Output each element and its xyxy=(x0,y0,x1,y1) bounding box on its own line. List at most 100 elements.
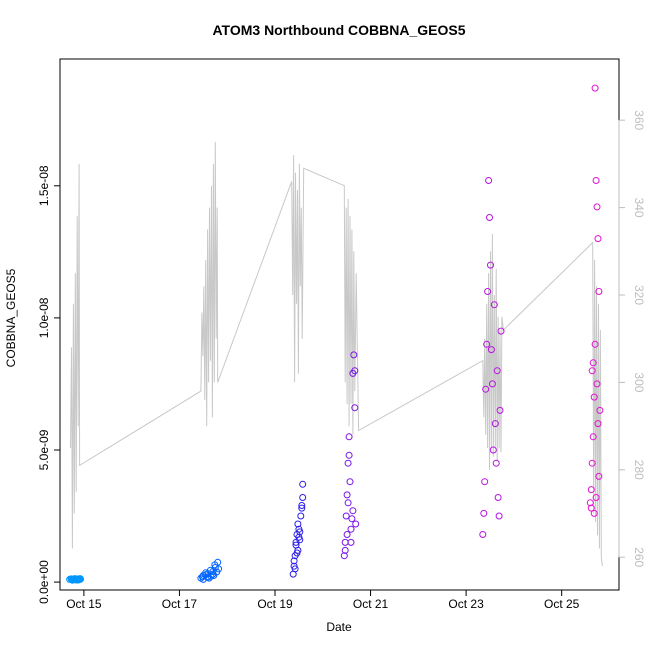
data-point xyxy=(211,561,219,569)
data-point xyxy=(349,507,357,515)
series-line-right-axis xyxy=(70,141,603,567)
data-point xyxy=(587,486,595,494)
data-point xyxy=(297,512,305,520)
data-point xyxy=(485,177,493,184)
x-axis-label: Date xyxy=(326,620,352,634)
data-point xyxy=(345,433,353,441)
data-point xyxy=(294,520,302,528)
data-point xyxy=(344,499,352,507)
x-tick-label: Oct 23 xyxy=(448,597,484,611)
chart-title: ATOM3 Northbound COBBNA_GEOS5 xyxy=(212,22,465,38)
data-point xyxy=(479,531,487,538)
y-axis-label: COBBNA_GEOS5 xyxy=(4,268,18,367)
y2-tick-label: 340 xyxy=(632,198,646,218)
y-tick-label: 5.0e-09 xyxy=(37,429,51,470)
data-point xyxy=(595,288,603,295)
data-point xyxy=(594,420,602,428)
data-point xyxy=(595,472,603,480)
data-point xyxy=(495,512,503,520)
y-tick-label: 1.5e-08 xyxy=(37,165,51,206)
data-point xyxy=(198,573,206,581)
data-point xyxy=(591,340,599,348)
data-point xyxy=(299,480,307,488)
data-point xyxy=(292,538,300,546)
data-point xyxy=(492,459,500,467)
y-tick-label: 1.0e-08 xyxy=(37,297,51,338)
data-point xyxy=(586,499,594,507)
data-point xyxy=(298,502,306,509)
data-point xyxy=(298,504,306,512)
y2-tick-label: 260 xyxy=(632,547,646,567)
plot-frame xyxy=(59,58,620,591)
series-layer xyxy=(66,84,604,584)
data-point xyxy=(350,351,358,359)
x-tick-label: Oct 19 xyxy=(257,597,293,611)
data-point xyxy=(593,380,601,388)
data-point xyxy=(352,520,360,528)
data-point xyxy=(487,346,495,354)
data-point xyxy=(346,478,354,486)
axes-layer: Oct 15 Oct 17 Oct 19 Oct 21 Oct 23 Oct 25 0.0e… xyxy=(37,110,646,611)
data-point xyxy=(340,552,348,560)
data-point xyxy=(293,549,301,557)
data-point xyxy=(351,404,359,412)
data-point xyxy=(347,538,355,546)
data-point xyxy=(210,572,218,579)
data-point xyxy=(587,504,595,512)
data-point xyxy=(348,515,356,523)
data-point xyxy=(488,380,496,388)
data-point xyxy=(483,340,491,348)
data-point xyxy=(594,235,602,243)
data-point xyxy=(299,494,307,501)
data-point xyxy=(590,509,598,517)
data-point xyxy=(486,214,493,221)
data-point xyxy=(588,367,596,375)
data-point xyxy=(490,301,498,309)
data-point xyxy=(347,525,355,533)
data-point xyxy=(345,451,353,459)
y2-tick-label: 360 xyxy=(632,110,646,130)
y2-tick-label: 320 xyxy=(632,285,646,305)
data-point xyxy=(351,367,359,375)
data-point xyxy=(342,512,350,520)
data-point xyxy=(494,494,502,501)
data-point xyxy=(497,327,505,335)
data-point xyxy=(296,528,304,536)
data-point xyxy=(344,459,352,467)
data-point xyxy=(491,420,499,428)
data-point xyxy=(215,565,223,573)
data-point xyxy=(343,531,351,538)
data-point xyxy=(591,84,599,92)
data-point xyxy=(290,557,298,565)
data-point xyxy=(341,538,349,546)
x-tick-label: Oct 15 xyxy=(66,597,102,611)
y-tick-label: 0.0e+00 xyxy=(37,560,51,604)
data-point xyxy=(588,459,596,467)
x-tick-label: Oct 21 xyxy=(353,597,389,611)
data-point xyxy=(209,570,217,578)
x-tick-label: Oct 17 xyxy=(162,597,198,611)
data-point xyxy=(341,546,349,554)
data-point xyxy=(482,385,490,393)
data-point xyxy=(592,177,600,184)
data-point xyxy=(589,359,597,367)
data-point xyxy=(592,494,600,501)
data-point xyxy=(589,433,597,441)
data-point xyxy=(487,261,494,269)
data-point xyxy=(480,509,488,517)
data-point xyxy=(75,575,83,583)
data-point xyxy=(496,406,504,414)
data-point xyxy=(593,203,601,211)
data-point xyxy=(590,393,598,401)
data-point xyxy=(343,491,351,499)
data-point xyxy=(291,565,299,573)
data-point xyxy=(484,288,492,295)
y2-tick-label: 280 xyxy=(632,460,646,480)
y2-tick-label: 300 xyxy=(632,372,646,392)
data-point xyxy=(481,478,489,486)
data-point xyxy=(596,406,604,414)
x-tick-label: Oct 25 xyxy=(544,597,580,611)
data-point xyxy=(493,367,501,375)
data-point xyxy=(489,446,497,454)
